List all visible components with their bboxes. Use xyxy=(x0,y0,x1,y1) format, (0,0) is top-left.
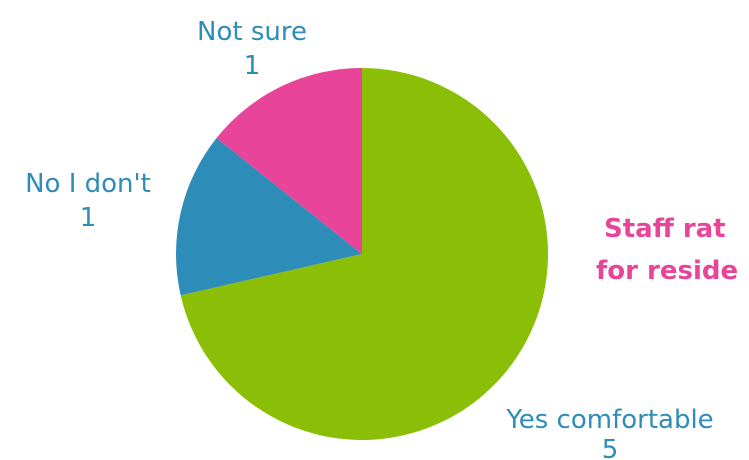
slice-label-value: 1 xyxy=(80,203,97,233)
slice-label-name: Not sure xyxy=(197,17,307,47)
slice-label-value: 1 xyxy=(244,51,261,81)
side-title-line-2: for reside xyxy=(596,256,738,286)
slice-label-name: Yes comfortable xyxy=(505,405,713,435)
pie-slice-yes-comfortable xyxy=(180,68,549,440)
slice-label-value: 5 xyxy=(602,435,619,460)
side-title-line-1: Staff rat xyxy=(604,214,726,244)
pie-slice-no-i-don-t xyxy=(176,138,362,296)
pie-slice-not-sure xyxy=(216,68,362,254)
slice-label-name: No I don't xyxy=(25,169,151,199)
pie-slices xyxy=(176,68,549,440)
